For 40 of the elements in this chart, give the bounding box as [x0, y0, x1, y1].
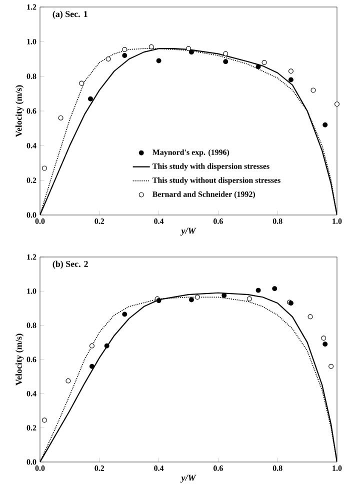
- point: [194, 294, 200, 300]
- y-axis-title: Velocity (m/s): [15, 334, 24, 386]
- point: [122, 53, 127, 58]
- point: [288, 77, 294, 82]
- point: [156, 58, 162, 64]
- point: [122, 312, 127, 317]
- point: [66, 378, 71, 384]
- y-axis-title: Velocity (m/s): [15, 85, 24, 138]
- point: [89, 364, 94, 369]
- x-axis-title: y/W: [180, 228, 196, 236]
- point: [188, 297, 194, 302]
- point: [104, 343, 110, 348]
- point: [188, 50, 194, 55]
- point: [186, 46, 191, 52]
- point: [88, 96, 93, 102]
- point: [322, 342, 328, 347]
- point: [328, 364, 334, 369]
- point: [42, 166, 47, 171]
- point: [148, 44, 154, 50]
- point: [78, 80, 84, 86]
- point: [246, 296, 252, 302]
- point: [321, 336, 326, 341]
- point: [310, 88, 316, 93]
- point: [222, 59, 228, 64]
- x-axis-title: y/W: [180, 474, 196, 483]
- point: [288, 68, 294, 74]
- point: [222, 51, 228, 56]
- point: [42, 418, 47, 423]
- point: [308, 314, 313, 320]
- chart-title: (a) Sec. 1: [52, 10, 88, 19]
- point: [106, 56, 111, 62]
- point: [256, 288, 261, 293]
- point: [89, 343, 94, 348]
- point: [272, 286, 277, 292]
- point: [262, 60, 267, 65]
- point: [322, 122, 328, 128]
- chart-title: (b) Sec. 2: [52, 260, 88, 269]
- point: [122, 46, 127, 52]
- point: [58, 115, 64, 120]
- point: [256, 64, 261, 70]
